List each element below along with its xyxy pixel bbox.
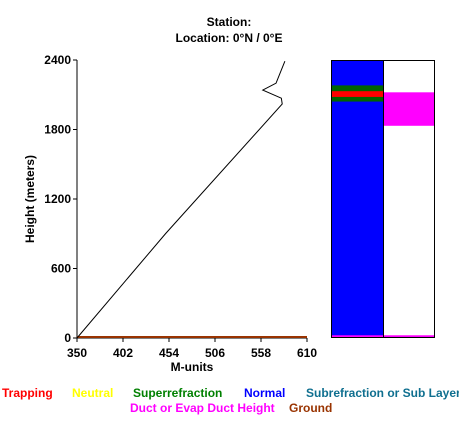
x-tick-label: 506 xyxy=(205,346,225,360)
legend-superrefraction: Superrefraction xyxy=(133,386,222,400)
strip-2-frame xyxy=(383,60,435,338)
legend-trapping: Trapping xyxy=(2,386,53,400)
y-tick-label: 1800 xyxy=(44,123,71,137)
strip-1-band xyxy=(331,91,383,97)
x-tick-label: 454 xyxy=(159,346,179,360)
plot-area: 350 402 454 506 558 610 0 600 1200 1800 2400 xyxy=(44,53,317,360)
x-tick-label: 558 xyxy=(251,346,271,360)
strip-1-band xyxy=(331,60,383,337)
legend-ground: Ground xyxy=(289,401,332,415)
chart-title-location: Location: 0°N / 0°E xyxy=(176,31,283,45)
y-ticks: 0 600 1200 1800 2400 xyxy=(44,53,77,345)
strip-2-band xyxy=(383,335,434,337)
legend-normal: Normal xyxy=(244,386,285,400)
x-tick-label: 610 xyxy=(297,346,317,360)
strip-1-band xyxy=(331,335,383,337)
strip-2-band xyxy=(383,92,434,126)
legend: Trapping Neutral Superrefraction Normal … xyxy=(2,386,459,415)
y-tick-label: 2400 xyxy=(44,53,71,67)
x-ticks: 350 402 454 506 558 610 xyxy=(67,338,317,360)
x-tick-label: 350 xyxy=(67,346,87,360)
legend-subrefraction: Subrefraction or Sub Layer xyxy=(306,386,459,400)
legend-neutral: Neutral xyxy=(72,386,113,400)
layer-strips xyxy=(331,60,435,338)
y-axis-label: Height (meters) xyxy=(23,155,37,243)
chart-title-station: Station: xyxy=(207,15,252,29)
x-tick-label: 402 xyxy=(113,346,133,360)
m-profile-line xyxy=(76,60,286,339)
y-tick-label: 600 xyxy=(51,262,71,276)
y-tick-label: 0 xyxy=(64,331,71,345)
x-axis-label: M-units xyxy=(171,360,214,374)
legend-duct-height: Duct or Evap Duct Height xyxy=(130,401,275,415)
y-tick-label: 1200 xyxy=(44,192,71,206)
